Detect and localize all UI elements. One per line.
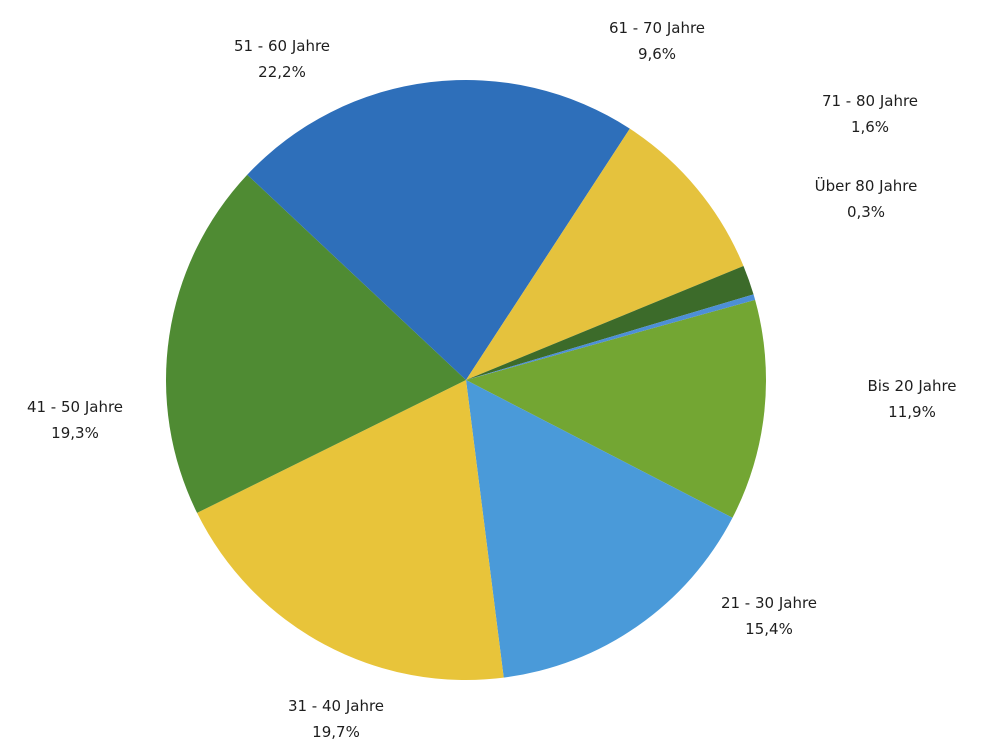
slice-value-21-30-jahre: 15,4% xyxy=(745,620,793,638)
slice-value-61-70-jahre: 9,6% xyxy=(638,45,676,63)
pie-slice-71-80-jahre xyxy=(466,265,754,380)
slice-label-21-30-jahre: 21 - 30 Jahre xyxy=(721,594,817,612)
pie-slices xyxy=(165,79,767,680)
slice-value-71-80-jahre: 1,6% xyxy=(851,118,889,136)
pie-slice-51-60-jahre xyxy=(247,79,630,380)
pie-labels: Bis 20 Jahre 11,9% 21 - 30 Jahre 15,4% 31 - … xyxy=(27,19,957,741)
slice-label-41-50-jahre: 41 - 50 Jahre xyxy=(27,398,123,416)
slice-label-ueber-80-jahre: Über 80 Jahre xyxy=(815,176,918,195)
slice-label-71-80-jahre: 71 - 80 Jahre xyxy=(822,92,918,110)
pie-slice-21-30-jahre xyxy=(466,380,733,678)
pie-slice-bis-20-jahre xyxy=(466,299,767,518)
pie-slice-31-40-jahre xyxy=(197,380,504,680)
slice-value-51-60-jahre: 22,2% xyxy=(258,63,306,81)
pie-slice-61-70-jahre xyxy=(466,128,744,380)
slice-value-bis-20-jahre: 11,9% xyxy=(888,403,936,421)
slice-label-61-70-jahre: 61 - 70 Jahre xyxy=(609,19,705,37)
slice-value-41-50-jahre: 19,3% xyxy=(51,424,99,442)
slice-label-bis-20-jahre: Bis 20 Jahre xyxy=(867,377,956,395)
pie-slice-41-50-jahre xyxy=(165,174,466,513)
slice-value-31-40-jahre: 19,7% xyxy=(312,723,360,741)
pie-slice-ueber-80-jahre xyxy=(466,294,756,380)
slice-value-ueber-80-jahre: 0,3% xyxy=(847,203,885,221)
slice-label-51-60-jahre: 51 - 60 Jahre xyxy=(234,37,330,55)
slice-label-31-40-jahre: 31 - 40 Jahre xyxy=(288,697,384,715)
